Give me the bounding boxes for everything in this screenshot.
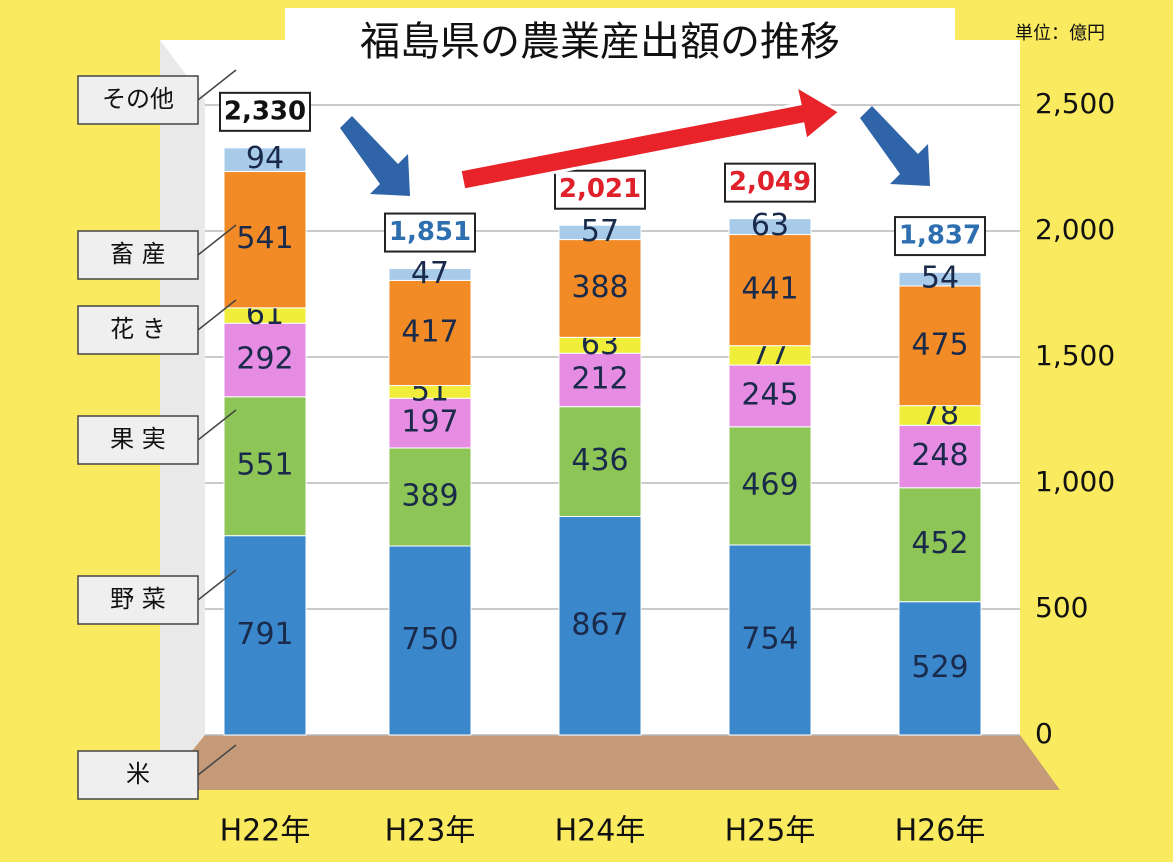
x-tick-label: H22年 xyxy=(220,814,311,849)
y-tick-label: 1,500 xyxy=(1035,339,1115,372)
value-label: 791 xyxy=(236,617,293,652)
legend-label: 果 実 xyxy=(110,425,166,453)
value-label: 388 xyxy=(571,270,628,305)
y-tick-label: 0 xyxy=(1035,717,1053,750)
chart-title: 福島県の農業産出額の推移 xyxy=(360,19,840,65)
y-tick-label: 2,500 xyxy=(1035,87,1115,120)
value-label: 452 xyxy=(911,526,968,561)
value-label: 63 xyxy=(751,208,789,243)
x-tick-label: H23年 xyxy=(385,814,476,849)
value-label: 47 xyxy=(411,256,449,291)
value-label: 197 xyxy=(401,405,458,440)
value-label: 248 xyxy=(911,438,968,473)
legend-label: 畜 産 xyxy=(110,240,166,268)
plot-floor xyxy=(160,735,1060,790)
total-label: 1,851 xyxy=(389,217,471,247)
legend-label: 野 菜 xyxy=(110,585,166,613)
value-label: 441 xyxy=(741,272,798,307)
value-label: 529 xyxy=(911,650,968,685)
value-label: 54 xyxy=(921,261,959,296)
side-wall xyxy=(160,40,205,790)
value-label: 551 xyxy=(236,448,293,483)
value-label: 867 xyxy=(571,607,628,642)
value-label: 389 xyxy=(401,478,458,513)
value-label: 475 xyxy=(911,327,968,362)
value-label: 245 xyxy=(741,377,798,412)
total-label: 2,330 xyxy=(224,96,306,126)
value-label: 417 xyxy=(401,314,458,349)
y-tick-label: 500 xyxy=(1035,591,1088,624)
value-label: 212 xyxy=(571,361,628,396)
legend-label: 花 き xyxy=(110,315,166,343)
x-tick-label: H26年 xyxy=(895,814,986,849)
total-label: 2,049 xyxy=(729,167,811,197)
y-tick-label: 2,000 xyxy=(1035,213,1115,246)
x-tick-label: H24年 xyxy=(555,814,646,849)
value-label: 292 xyxy=(236,342,293,377)
value-label: 750 xyxy=(401,622,458,657)
value-label: 469 xyxy=(741,467,798,502)
value-label: 94 xyxy=(246,141,284,176)
value-label: 754 xyxy=(741,621,798,656)
legend-label: 米 xyxy=(126,760,150,788)
value-label: 541 xyxy=(236,221,293,256)
value-label: 436 xyxy=(571,443,628,478)
y-tick-label: 1,000 xyxy=(1035,465,1115,498)
total-label: 2,021 xyxy=(559,174,641,204)
x-tick-label: H25年 xyxy=(725,814,816,849)
value-label: 57 xyxy=(581,214,619,249)
unit-label: 単位：億円 xyxy=(1015,23,1105,44)
total-label: 1,837 xyxy=(899,221,981,251)
legend-label: その他 xyxy=(102,85,174,113)
chart: 福島県の農業産出額の推移 単位：億円 0 500 1,000 1,500 2,000 2,… xyxy=(0,0,1173,862)
